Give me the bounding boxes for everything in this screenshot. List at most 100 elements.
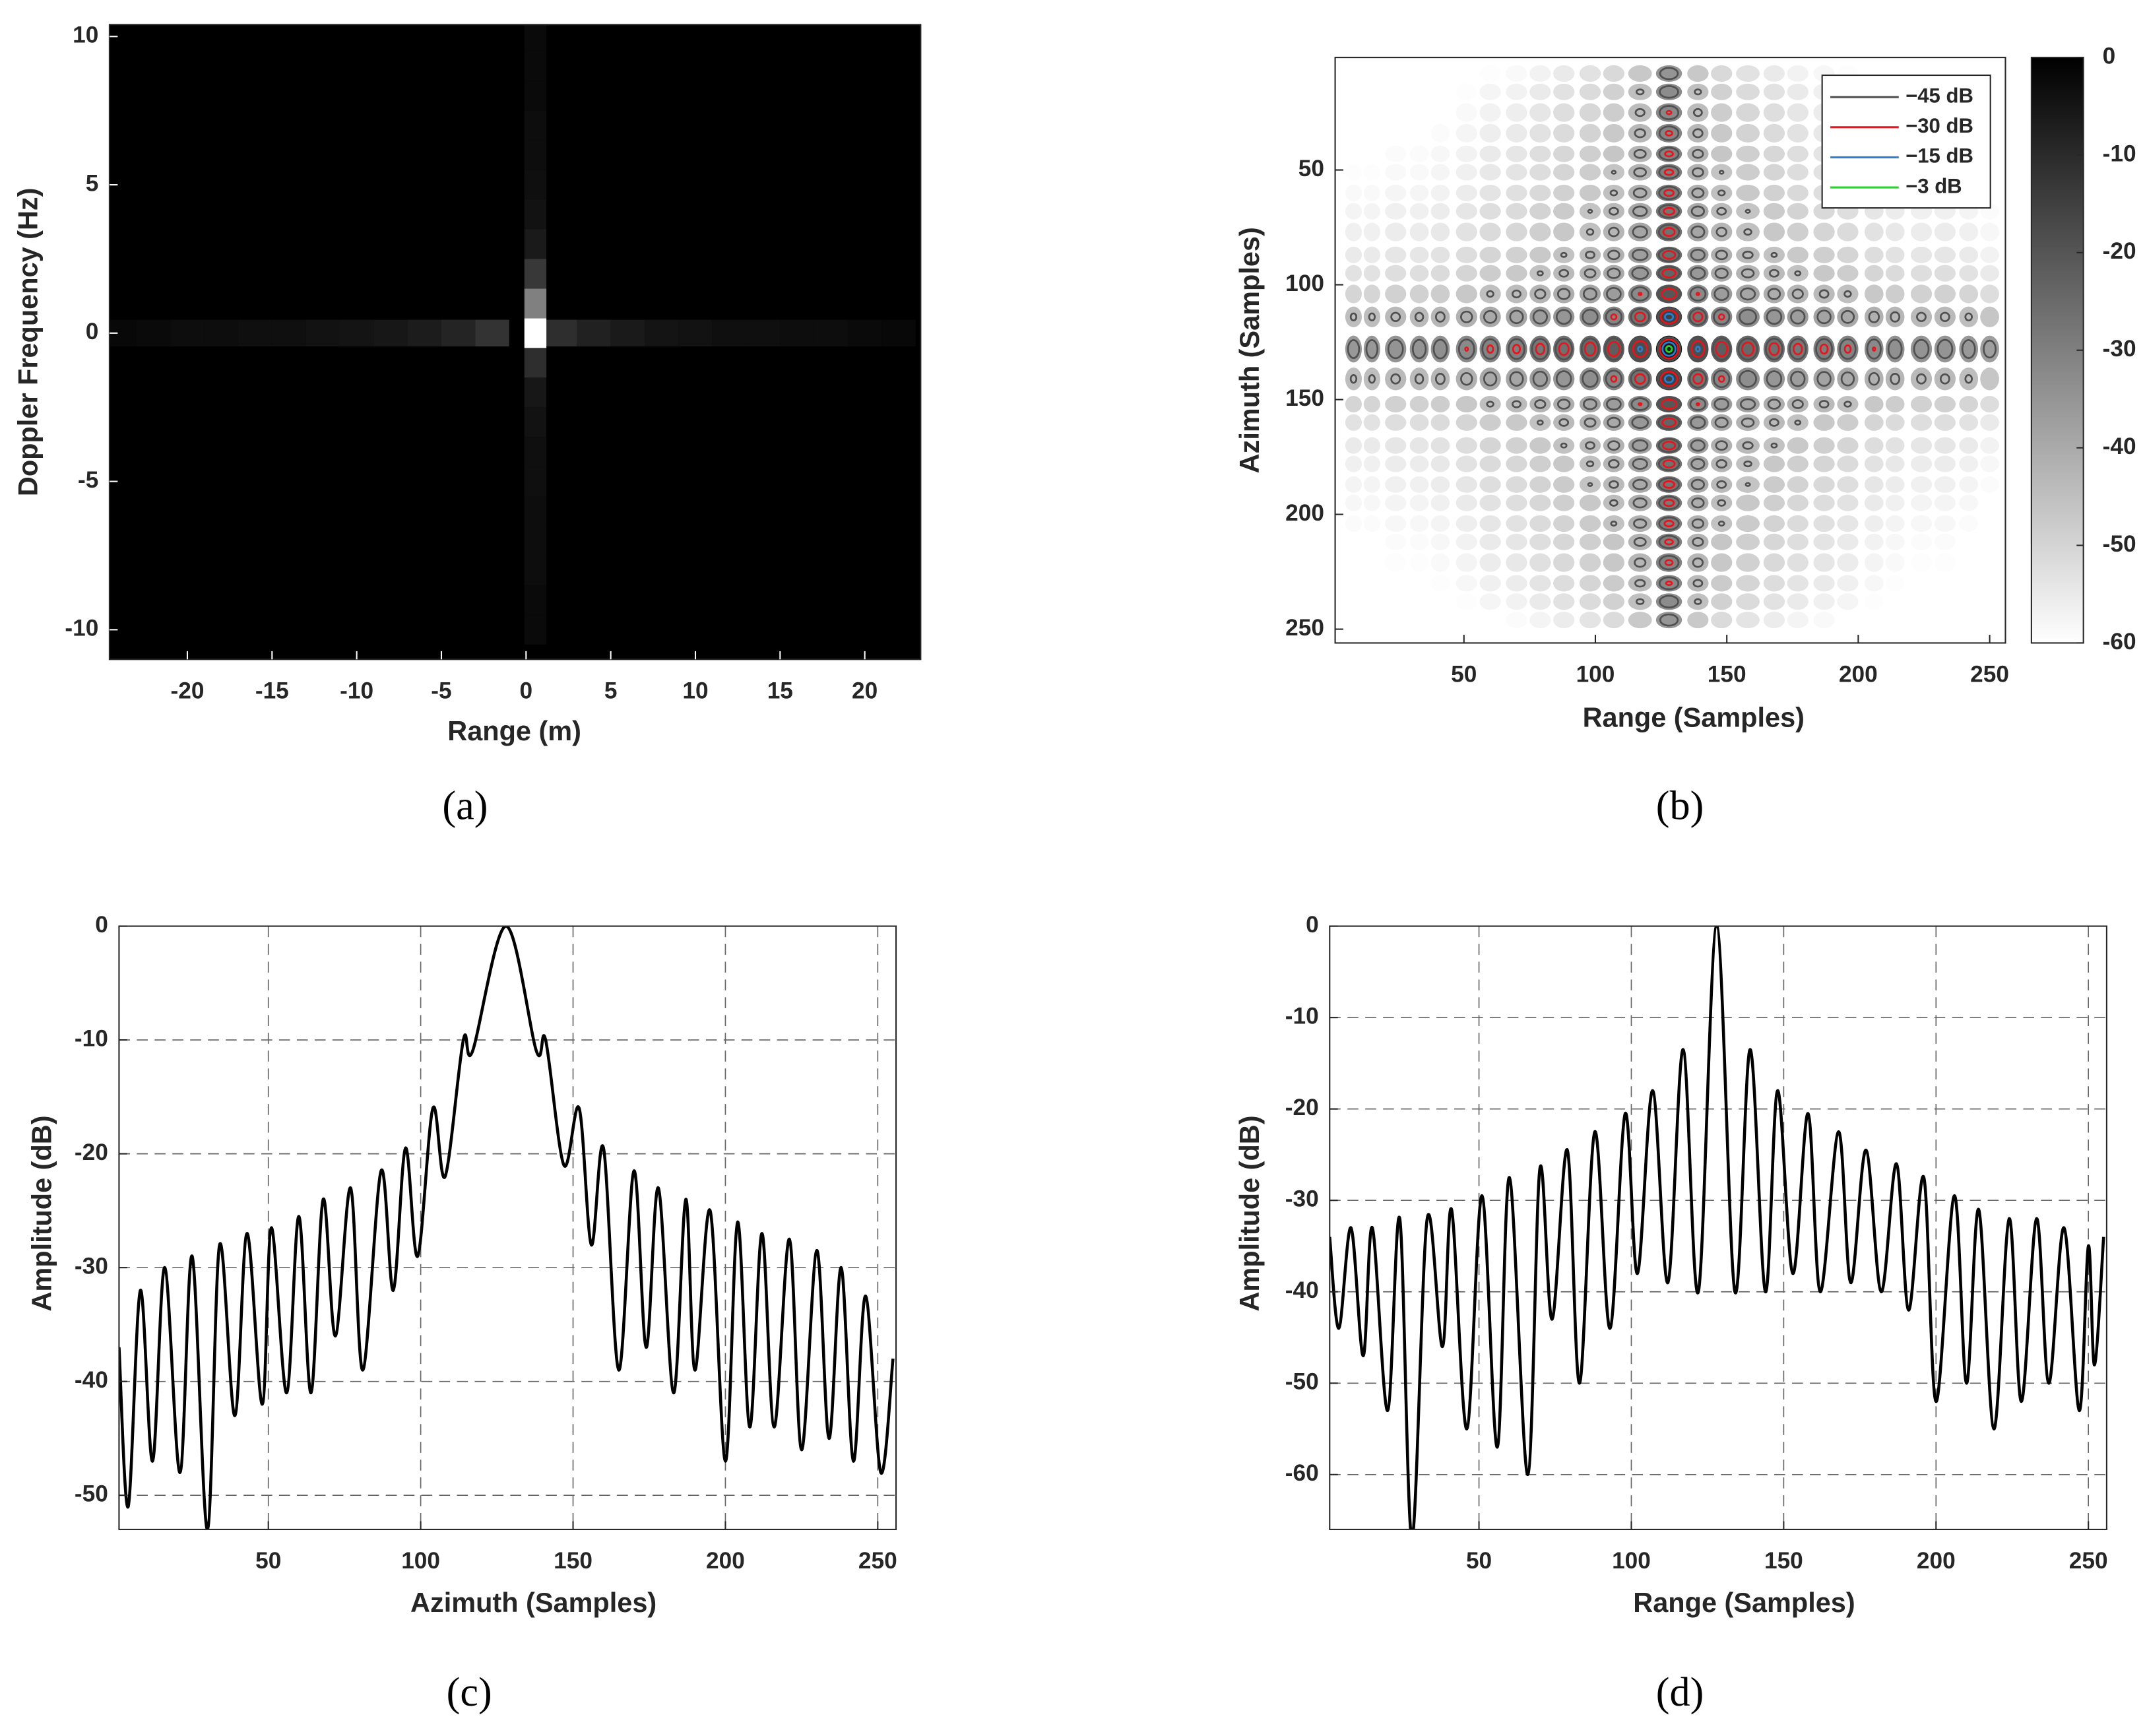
y-tick-label: -10	[65, 616, 98, 641]
legend-label: −3 dB	[1905, 174, 1962, 197]
y-axis-label: Amplitude (dB)	[1234, 1115, 1265, 1311]
lobe	[1553, 533, 1575, 550]
x-tick-label: 200	[1917, 1548, 1956, 1574]
series-line	[119, 926, 895, 1529]
contour-line	[1536, 419, 1544, 426]
lobe	[1553, 203, 1575, 220]
contour-line	[1608, 207, 1619, 216]
lobe	[1934, 494, 1956, 511]
lobe	[1385, 437, 1407, 454]
contour-line	[1435, 373, 1446, 385]
lobe	[1787, 437, 1809, 454]
lobe	[1579, 533, 1601, 550]
lobe	[1529, 164, 1551, 181]
lobe	[1864, 593, 1884, 610]
lobe	[1736, 593, 1760, 610]
lobe	[1603, 533, 1625, 550]
lobe	[1409, 203, 1429, 220]
y-tick-label: 0	[95, 912, 108, 938]
lobe	[1553, 83, 1575, 100]
lobe	[1980, 437, 1999, 454]
lobe	[1529, 246, 1551, 263]
lobe	[1345, 494, 1362, 511]
contour-line	[1658, 576, 1680, 591]
contour-line	[1688, 337, 1708, 362]
lobe	[1910, 476, 1933, 493]
contour-line	[1789, 338, 1807, 360]
contour-line	[1657, 265, 1681, 281]
y-tick-label: 150	[1285, 385, 1324, 411]
lobe	[1736, 145, 1760, 162]
lobe	[1736, 222, 1760, 241]
lobe	[1385, 145, 1407, 162]
lobe	[1363, 284, 1380, 304]
lobe	[1553, 396, 1575, 413]
lobe	[1813, 612, 1835, 629]
lobe	[1763, 437, 1785, 454]
lobe	[1409, 455, 1429, 472]
lobe	[1628, 164, 1652, 181]
lobe	[1959, 265, 1979, 282]
lobe	[1910, 265, 1933, 282]
contour-line	[1582, 398, 1598, 410]
contour-line	[1872, 346, 1876, 352]
lobe	[1934, 368, 1956, 391]
lobe	[1430, 265, 1450, 282]
lobe	[1553, 284, 1575, 304]
lobe	[1506, 284, 1527, 304]
lobe	[1579, 396, 1601, 413]
contour-line	[1606, 286, 1622, 302]
lobe	[1687, 123, 1709, 143]
lobe	[1787, 553, 1809, 572]
y-tick-label: -30	[75, 1253, 108, 1279]
lobe	[1813, 455, 1835, 472]
cell	[524, 51, 547, 81]
lobe	[1363, 222, 1380, 241]
lobe	[1628, 476, 1652, 493]
lobe	[1763, 246, 1785, 263]
lobe	[1910, 306, 1933, 327]
lobe	[1529, 515, 1551, 532]
contour-line	[1555, 370, 1572, 388]
lobe	[1579, 437, 1601, 454]
colorbar	[2030, 57, 2084, 644]
lobe	[1813, 222, 1835, 241]
cell	[204, 319, 238, 347]
cell	[524, 199, 547, 230]
lobe	[1934, 265, 1956, 282]
lobe	[1409, 164, 1429, 181]
contour-line	[1534, 288, 1547, 300]
lobe	[1603, 103, 1625, 122]
x-tick-label: -15	[255, 678, 289, 703]
lobe	[1628, 203, 1652, 220]
cell	[524, 24, 547, 51]
contour-line	[1688, 307, 1708, 326]
contour-line	[1695, 292, 1700, 296]
lobe	[1628, 103, 1652, 122]
lobe	[1479, 306, 1501, 327]
lobe	[1506, 123, 1527, 143]
lobe	[1628, 553, 1652, 572]
cell	[524, 585, 547, 615]
lobe	[1603, 476, 1625, 493]
lobe	[1553, 593, 1575, 610]
contour-line	[1715, 440, 1728, 451]
contour-line	[1791, 399, 1804, 409]
lobe	[1959, 414, 1979, 431]
contour-line	[1689, 286, 1707, 302]
lobe	[1456, 222, 1477, 241]
lobe	[1959, 222, 1979, 241]
contour-line	[1605, 370, 1622, 389]
lobe	[1763, 515, 1785, 532]
contour-line	[1715, 226, 1727, 238]
lobe	[1787, 593, 1809, 610]
lobe	[1430, 222, 1450, 241]
lobe	[1363, 396, 1380, 413]
lobe	[1385, 515, 1407, 532]
lobe	[1763, 83, 1785, 100]
lobe	[1479, 437, 1501, 454]
contour-line	[1390, 311, 1401, 323]
lobe	[1345, 515, 1362, 532]
contour-line	[1692, 128, 1704, 139]
lobe	[1479, 494, 1501, 511]
